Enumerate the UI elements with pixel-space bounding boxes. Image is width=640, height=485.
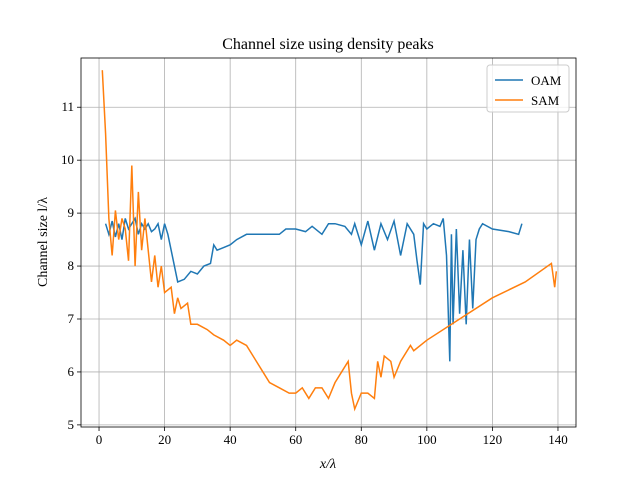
legend-label: SAM <box>531 93 560 108</box>
line-series <box>101 70 558 412</box>
x-tick-label: 80 <box>355 432 368 447</box>
x-tick-label: 20 <box>158 432 171 447</box>
x-tick-label: 140 <box>548 432 568 447</box>
legend-label: OAM <box>531 73 562 88</box>
plot-frame <box>80 57 577 428</box>
y-axis-label: Channel size l/λ <box>36 197 51 287</box>
x-axis-label: x/λ <box>319 457 336 472</box>
y-tick-label: 7 <box>68 311 75 326</box>
x-tick-label: 100 <box>417 432 437 447</box>
y-tick-label: 5 <box>68 417 75 432</box>
chart-title: Channel size using density peaks <box>222 36 434 53</box>
line-series <box>104 216 523 362</box>
y-tick-label: 11 <box>61 99 74 114</box>
x-tick-label: 0 <box>96 432 103 447</box>
x-tick-label: 40 <box>224 432 237 447</box>
x-tick-label: 120 <box>483 432 503 447</box>
x-tick-label: 60 <box>289 432 302 447</box>
y-tick-label: 10 <box>61 152 74 167</box>
y-tick-label: 8 <box>68 258 75 273</box>
y-tick-label: 9 <box>68 205 75 220</box>
y-tick-label: 6 <box>68 364 75 379</box>
